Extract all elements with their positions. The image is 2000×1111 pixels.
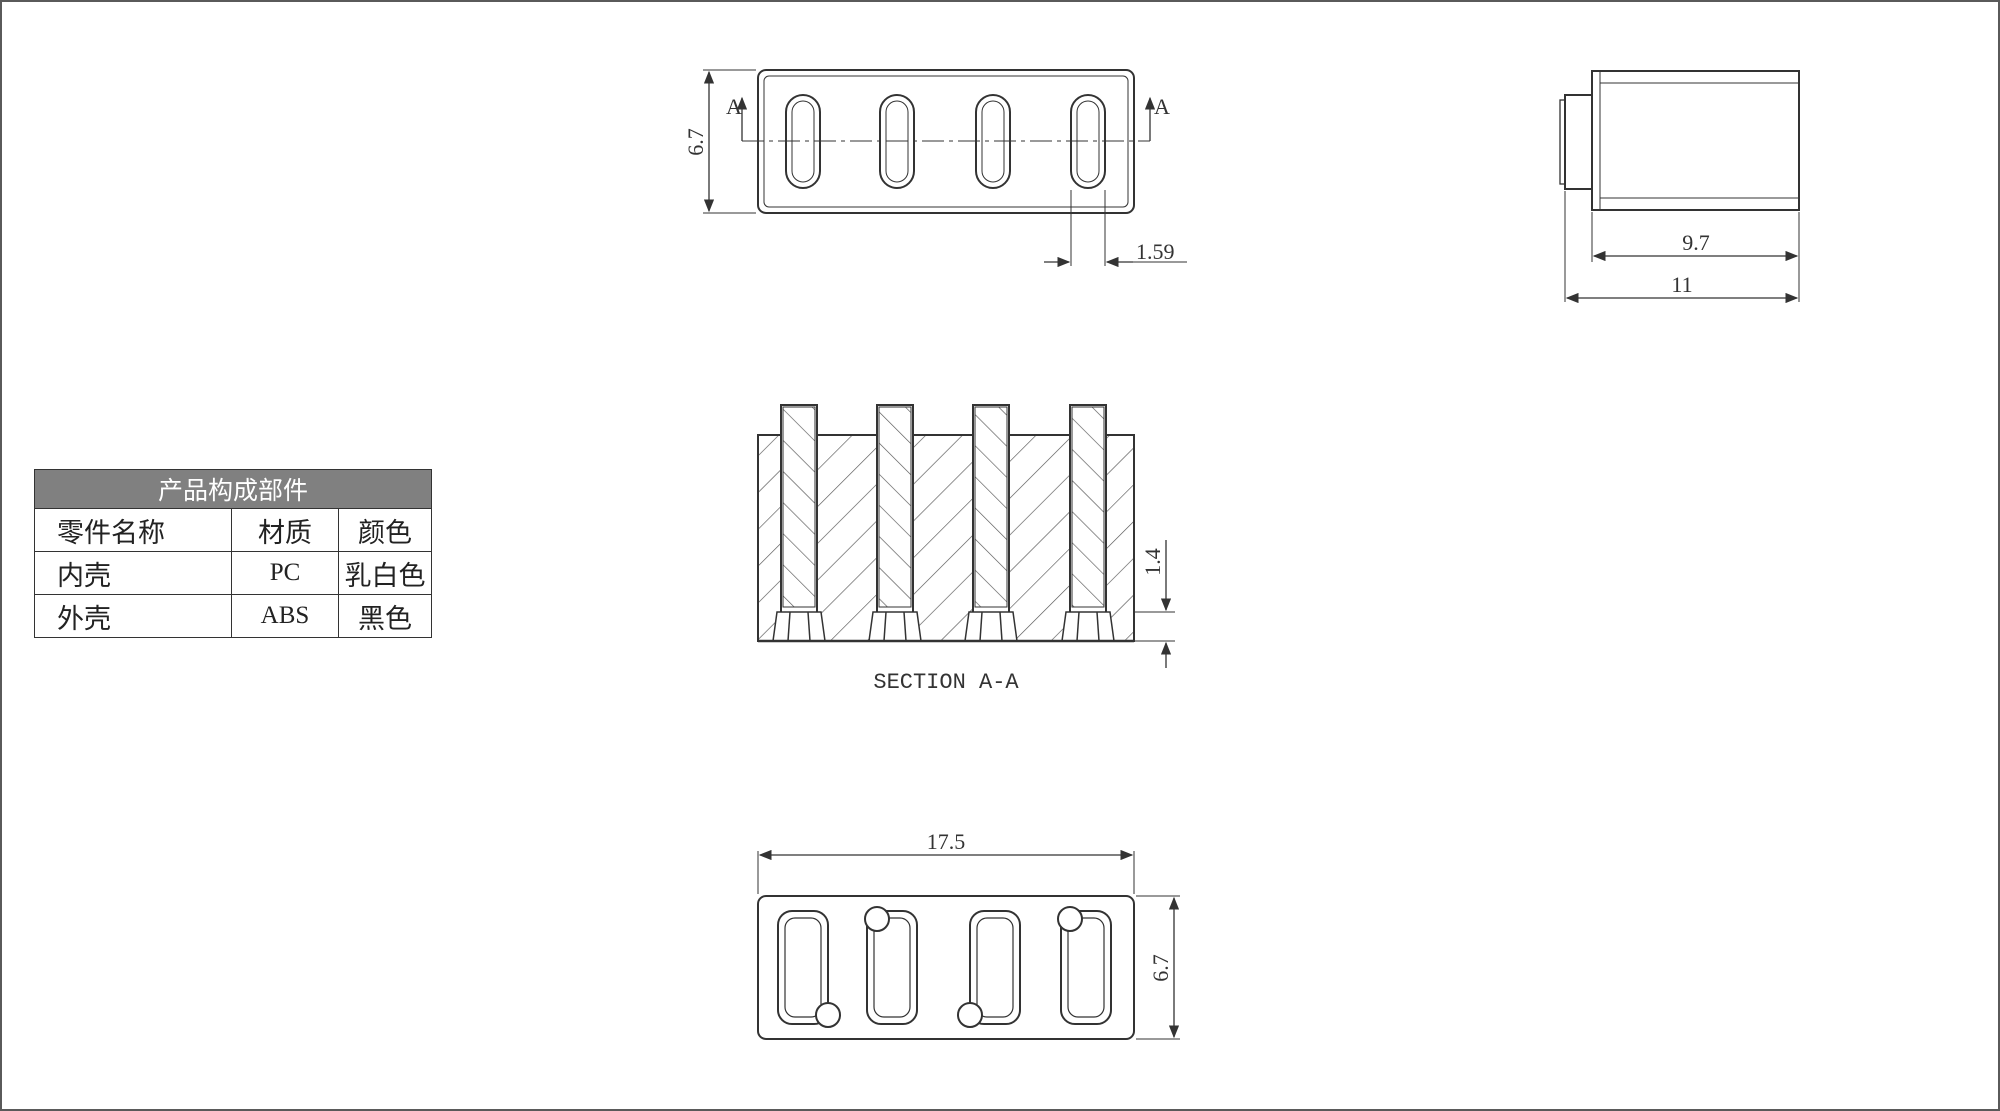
bom-table: 产品构成部件 零件名称 材质 颜色 内壳 PC 乳白色 外壳 ABS 黑色 (34, 469, 432, 638)
bom-material: ABS (231, 594, 339, 638)
front-view (703, 69, 1187, 268)
bom-part: 内壳 (34, 551, 232, 595)
section-caption: SECTION A-A (873, 670, 1019, 695)
table-row: 外壳 ABS 黑色 (34, 594, 432, 638)
bom-header-part: 零件名称 (34, 508, 232, 552)
bom-color: 黑色 (338, 594, 432, 638)
bom-color: 乳白色 (338, 551, 432, 595)
section-mark-left: A (726, 94, 742, 119)
front-height-dim: 6.7 (683, 128, 708, 156)
bottom-height-dim: 6.7 (1148, 954, 1173, 982)
side-view (1559, 70, 1800, 304)
side-overall-length-dim: 11 (1671, 272, 1692, 297)
bom-header-row: 零件名称 材质 颜色 (34, 508, 432, 552)
bom-header-material: 材质 (231, 508, 339, 552)
section-height-dim: 1.4 (1140, 548, 1165, 576)
section-view (757, 404, 1175, 668)
bottom-view-slots (777, 906, 1112, 1028)
bom-header-color: 颜色 (338, 508, 432, 552)
bom-material: PC (231, 551, 339, 595)
side-inner-length-dim: 9.7 (1682, 230, 1710, 255)
table-row: 内壳 PC 乳白色 (34, 551, 432, 595)
section-mark-right: A (1154, 94, 1170, 119)
bom-part: 外壳 (34, 594, 232, 638)
bottom-view (757, 849, 1180, 1040)
bom-title: 产品构成部件 (34, 469, 432, 509)
bottom-width-dim: 17.5 (927, 829, 966, 854)
front-pitch-dim: 1.59 (1136, 239, 1175, 264)
